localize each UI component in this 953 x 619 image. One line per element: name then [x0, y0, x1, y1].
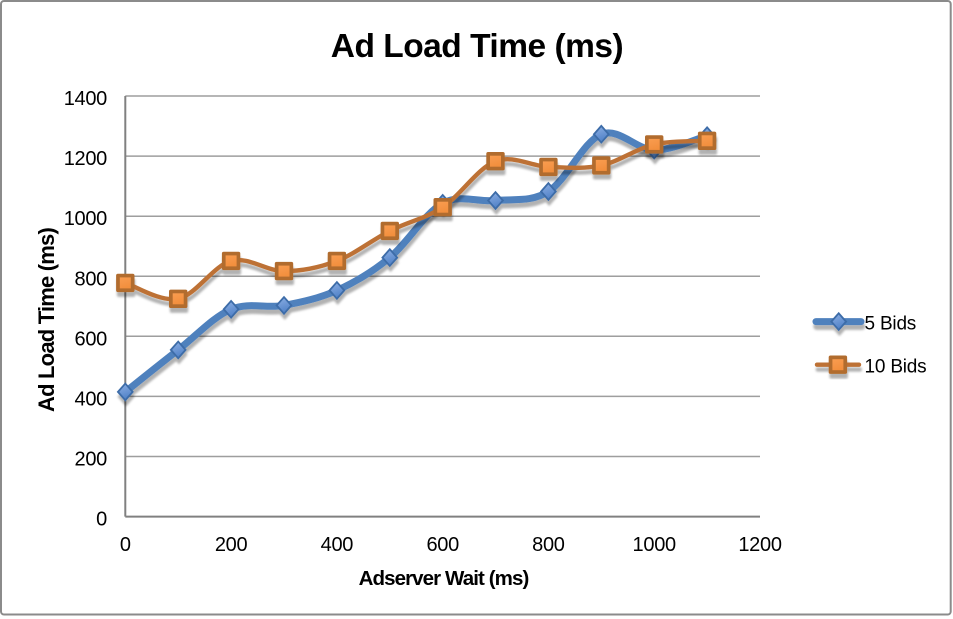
svg-text:400: 400 — [321, 534, 354, 556]
svg-text:10 Bids: 10 Bids — [865, 356, 927, 377]
svg-text:0: 0 — [96, 509, 107, 531]
svg-text:Ad Load Time (ms): Ad Load Time (ms) — [34, 228, 59, 412]
svg-text:800: 800 — [75, 268, 108, 290]
svg-text:800: 800 — [532, 534, 565, 556]
svg-text:Adserver Wait (ms): Adserver Wait (ms) — [359, 567, 529, 590]
svg-text:1400: 1400 — [64, 88, 107, 110]
svg-text:200: 200 — [215, 534, 248, 556]
svg-text:Ad Load Time (ms): Ad Load Time (ms) — [331, 28, 623, 65]
svg-text:0: 0 — [120, 534, 131, 556]
svg-text:1200: 1200 — [64, 148, 107, 170]
svg-text:1000: 1000 — [633, 534, 676, 556]
svg-text:1000: 1000 — [64, 208, 107, 230]
svg-text:600: 600 — [75, 328, 108, 350]
svg-text:1200: 1200 — [738, 534, 781, 556]
svg-text:5 Bids: 5 Bids — [865, 313, 917, 334]
svg-text:400: 400 — [75, 388, 108, 410]
svg-text:600: 600 — [426, 534, 459, 556]
svg-text:200: 200 — [75, 449, 108, 471]
